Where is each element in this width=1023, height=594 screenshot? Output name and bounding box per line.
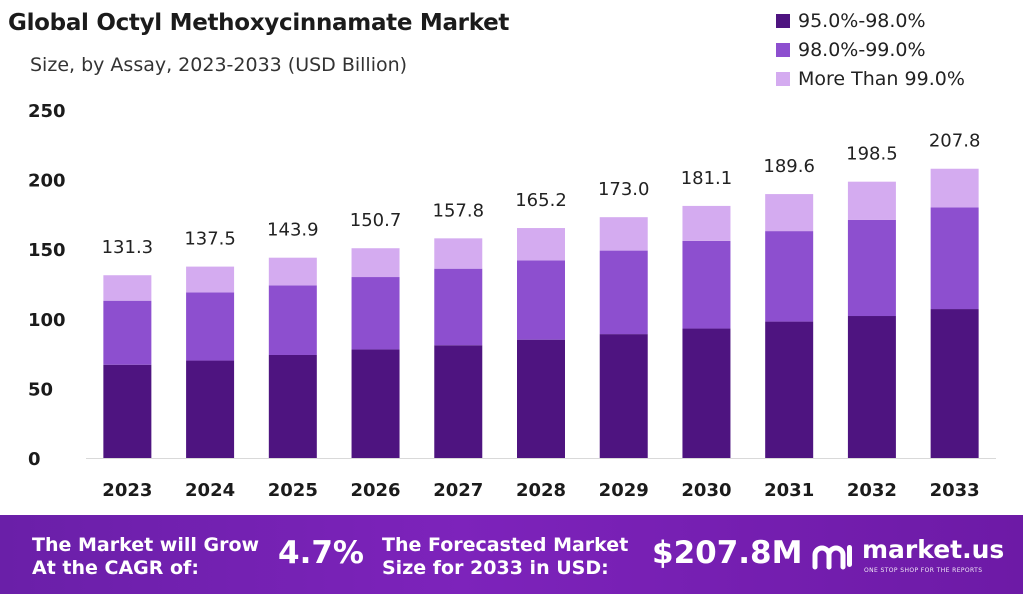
x-tick-label: 2030 xyxy=(681,480,731,501)
x-tick-label: 2031 xyxy=(764,480,814,501)
bar-segment-series-2 xyxy=(599,250,648,335)
y-tick-label: 150 xyxy=(28,240,66,261)
forecast-label: The Forecasted Market Size for 2033 in U… xyxy=(382,534,629,579)
cagr-value: 4.7% xyxy=(278,535,364,571)
x-tick-label: 2027 xyxy=(433,480,483,501)
bar-segment-series-2 xyxy=(434,268,483,346)
bar-total-label: 157.8 xyxy=(433,200,485,221)
legend-swatch-series-2 xyxy=(776,42,790,57)
bar-segment-series-2 xyxy=(930,207,979,310)
bar-total-label: 173.0 xyxy=(598,179,650,200)
footer-banner: The Market will Grow At the CAGR of: 4.7… xyxy=(0,515,1023,594)
bar-segment-series-1 xyxy=(682,328,731,458)
bar-total-label: 207.8 xyxy=(929,131,981,152)
bar-segment-series-1 xyxy=(847,316,896,458)
legend: 95.0%-98.0% 98.0%-99.0% More Than 99.0% xyxy=(776,6,965,93)
x-tick-label: 2032 xyxy=(847,480,897,501)
bar-segment-series-1 xyxy=(434,345,483,458)
bar-segment-series-1 xyxy=(186,360,235,458)
y-tick-label: 250 xyxy=(28,101,66,122)
bar-segment-series-1 xyxy=(517,339,565,458)
bar-segment-series-2 xyxy=(268,285,317,355)
bar-segment-series-1 xyxy=(599,334,648,458)
bar-segment-series-1 xyxy=(268,354,317,458)
bar-segment-series-2 xyxy=(682,240,731,329)
bar-segment-series-3 xyxy=(682,205,731,241)
bar-segment-series-3 xyxy=(186,266,235,293)
bar-segment-series-2 xyxy=(186,292,235,361)
legend-swatch-series-3 xyxy=(776,71,790,86)
stacked-bar-chart: 0 50 100 150 200 250 131.3 2023 137.5 2024 143.9 20… xyxy=(28,101,996,501)
bar-segment-series-1 xyxy=(765,321,814,458)
y-tick-label: 200 xyxy=(28,171,66,192)
bar-total-label: 165.2 xyxy=(515,190,567,211)
bar-segment-series-1 xyxy=(103,364,152,458)
bar-total-label: 198.5 xyxy=(846,144,898,165)
cagr-label: The Market will Grow At the CAGR of: xyxy=(32,534,260,579)
bar-segment-series-3 xyxy=(434,238,483,269)
bar-segment-series-1 xyxy=(930,309,979,458)
chart-title: Global Octyl Methoxycinnamate Market xyxy=(8,10,510,36)
bar-segment-series-2 xyxy=(517,260,565,340)
chart-subtitle: Size, by Assay, 2023-2033 (USD Billion) xyxy=(30,54,408,76)
y-tick-label: 0 xyxy=(28,449,41,470)
legend-swatch-series-1 xyxy=(776,13,790,28)
bar-segment-series-3 xyxy=(351,248,400,278)
bar-total-label: 189.6 xyxy=(763,156,815,177)
y-tick-label: 100 xyxy=(28,310,66,331)
bar-segment-series-3 xyxy=(765,194,814,232)
x-tick-label: 2025 xyxy=(268,480,318,501)
legend-item-series-3: More Than 99.0% xyxy=(776,64,965,93)
bar-segment-series-3 xyxy=(847,181,896,220)
x-tick-label: 2029 xyxy=(599,480,649,501)
legend-label-series-3: More Than 99.0% xyxy=(798,67,965,90)
x-tick-label: 2023 xyxy=(102,480,152,501)
bar-segment-series-2 xyxy=(765,231,814,322)
legend-label-series-2: 98.0%-99.0% xyxy=(798,38,926,61)
legend-label-series-1: 95.0%-98.0% xyxy=(798,9,926,32)
bar-segment-series-3 xyxy=(103,275,152,301)
x-tick-label: 2033 xyxy=(930,480,980,501)
bar-segment-series-3 xyxy=(268,257,317,286)
bar-segment-series-3 xyxy=(517,228,565,261)
bar-segment-series-2 xyxy=(103,300,152,365)
bar-total-label: 131.3 xyxy=(102,237,154,258)
brand-tagline: ONE STOP SHOP FOR THE REPORTS xyxy=(864,567,983,574)
bar-segment-series-3 xyxy=(930,168,979,208)
x-tick-label: 2028 xyxy=(516,480,566,501)
bar-segment-series-2 xyxy=(847,219,896,317)
bar-segment-series-3 xyxy=(599,217,648,251)
bar-segment-series-1 xyxy=(351,349,400,458)
y-tick-label: 50 xyxy=(28,379,53,400)
market-us-logo-icon xyxy=(812,545,852,570)
bar-total-label: 181.1 xyxy=(681,168,733,189)
bar-total-label: 143.9 xyxy=(267,220,319,241)
bar-total-label: 150.7 xyxy=(350,210,402,231)
bar-segment-series-2 xyxy=(351,277,400,350)
brand-name: market.us xyxy=(862,535,1005,564)
bar-total-label: 137.5 xyxy=(184,229,236,250)
legend-item-series-2: 98.0%-99.0% xyxy=(776,35,965,64)
forecast-value: $207.8M xyxy=(652,535,803,571)
x-tick-label: 2026 xyxy=(350,480,400,501)
legend-item-series-1: 95.0%-98.0% xyxy=(776,6,965,35)
x-tick-label: 2024 xyxy=(185,480,235,501)
